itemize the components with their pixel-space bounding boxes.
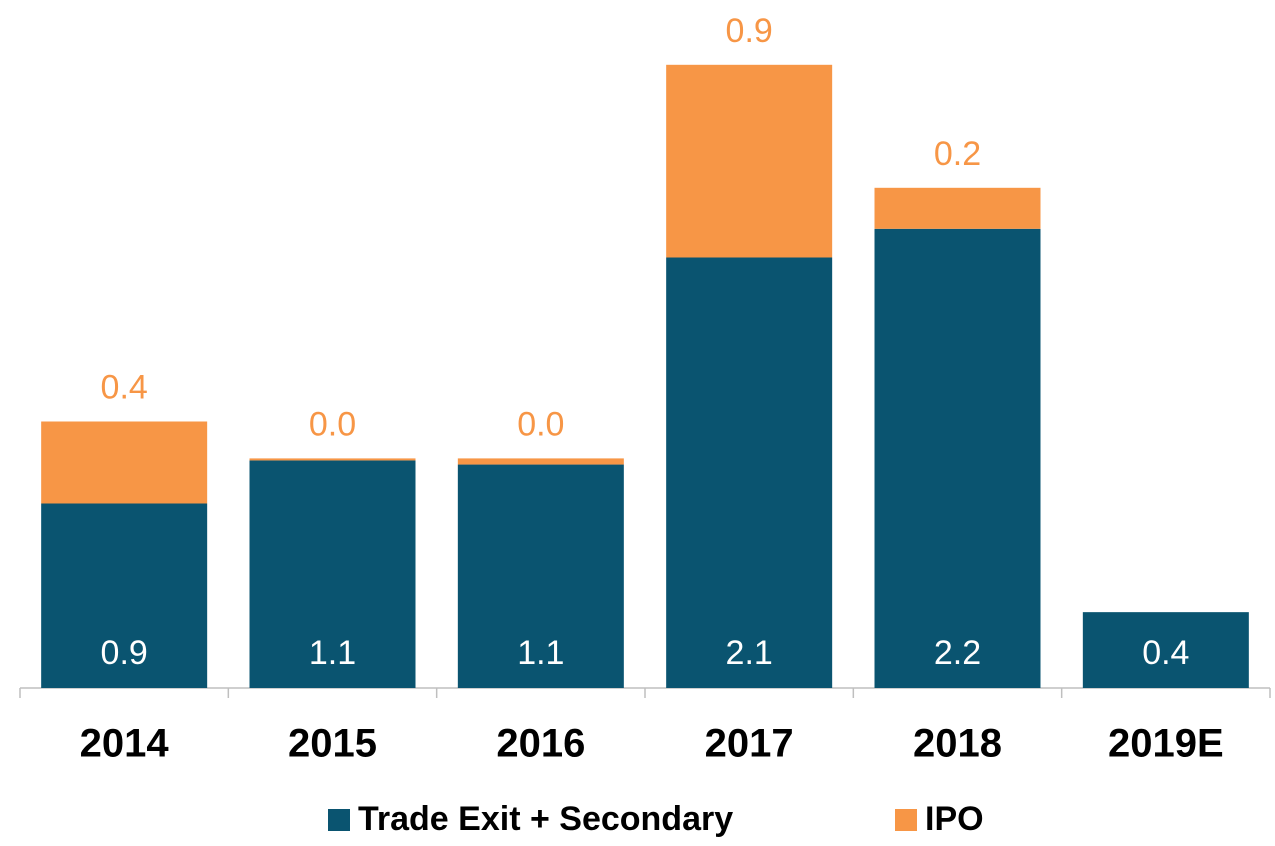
legend-label: Trade Exit + Secondary (358, 800, 733, 838)
bar-segment (1082, 612, 1249, 688)
bar-segment (457, 464, 624, 688)
x-tick-label: 2019E (1108, 722, 1224, 766)
data-label: 1.1 (517, 634, 564, 672)
data-label: 0.4 (1142, 634, 1189, 672)
data-label: 0.0 (309, 405, 356, 443)
x-tick-label: 2014 (80, 722, 170, 766)
legend-swatch (895, 809, 917, 831)
x-tick-label: 2017 (705, 722, 794, 766)
bar-segment (666, 257, 833, 688)
data-label: 1.1 (309, 634, 356, 672)
bar-segment (249, 458, 416, 461)
bar-segment (249, 460, 416, 688)
x-tick-label: 2015 (288, 722, 377, 766)
data-label: 0.9 (726, 12, 773, 50)
legend-swatch (328, 809, 350, 831)
data-label: 0.2 (934, 135, 981, 173)
bar-segment (874, 228, 1041, 689)
x-tick-label: 2016 (496, 722, 585, 766)
bar-segment (41, 503, 208, 688)
legend-label: IPO (925, 800, 984, 838)
data-label: 0.4 (101, 368, 148, 406)
bar-segment (457, 458, 624, 465)
data-label: 2.2 (934, 634, 981, 672)
data-label: 2.1 (726, 634, 773, 672)
bar-segment (41, 421, 208, 504)
bar-segment (666, 64, 833, 258)
data-label: 0.0 (517, 405, 564, 443)
bar-segment (874, 187, 1041, 229)
data-label: 0.9 (101, 634, 148, 672)
x-tick-label: 2018 (913, 722, 1002, 766)
